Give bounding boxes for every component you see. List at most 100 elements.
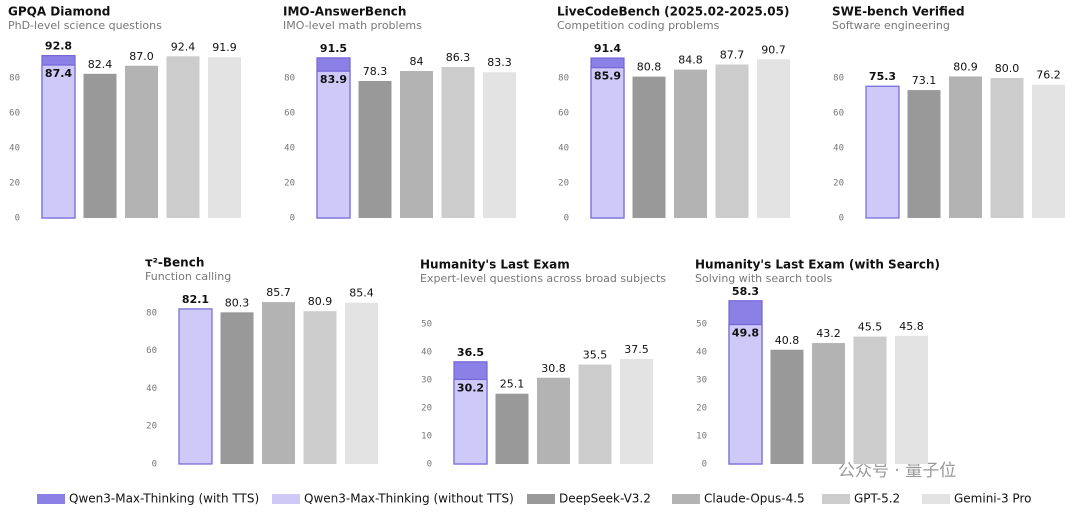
- value-label: 85.9: [594, 70, 621, 83]
- bar: [674, 69, 707, 218]
- y-tick-label: 0: [839, 214, 844, 224]
- chart-title: LiveCodeBench (2025.02-2025.05): [557, 5, 789, 19]
- y-tick-label: 60: [146, 346, 157, 356]
- legend-label: Qwen3-Max-Thinking (without TTS): [304, 492, 514, 506]
- value-label: 83.3: [487, 56, 512, 69]
- legend-swatch: [822, 494, 850, 504]
- y-tick-label: 0: [427, 460, 432, 470]
- value-label: 30.8: [541, 362, 566, 375]
- legend-swatch: [37, 494, 65, 504]
- y-tick-label: 40: [421, 348, 432, 358]
- bar: [865, 85, 900, 219]
- y-tick-label: 40: [558, 144, 569, 154]
- legend-swatch: [672, 494, 700, 504]
- bar: [166, 56, 200, 218]
- bar: [303, 311, 337, 464]
- value-label: 78.3: [363, 65, 388, 78]
- chart-subtitle: Solving with search tools: [695, 272, 832, 285]
- y-tick-label: 30: [421, 376, 432, 386]
- y-tick-label: 0: [290, 214, 295, 224]
- bar: [715, 64, 749, 219]
- bar: [812, 343, 845, 464]
- value-label: 45.5: [858, 321, 883, 334]
- bar: [907, 90, 941, 218]
- chart-title: Humanity's Last Exam (with Search): [695, 258, 940, 272]
- y-tick-label: 60: [284, 109, 295, 119]
- value-label: 76.2: [1036, 69, 1061, 82]
- bar: [345, 302, 378, 464]
- y-tick-label: 20: [421, 404, 432, 414]
- value-label: 85.7: [266, 286, 291, 299]
- value-label: 80.8: [637, 61, 662, 74]
- chart-title: GPQA Diamond: [8, 5, 110, 19]
- y-tick-label: 10: [421, 432, 432, 442]
- watermark: 公众号 · 量子位: [838, 461, 956, 481]
- bar: [757, 59, 790, 219]
- value-label: 75.3: [869, 70, 896, 83]
- y-tick-label: 10: [696, 432, 707, 442]
- bar: [453, 378, 488, 465]
- value-label: 84.8: [678, 54, 703, 67]
- bar: [895, 335, 928, 464]
- value-label: 91.9: [212, 41, 237, 54]
- bar: [262, 302, 295, 464]
- value-label: 92.8: [45, 40, 72, 53]
- value-label: 87.4: [45, 67, 72, 80]
- y-tick-label: 60: [558, 109, 569, 119]
- bar: [578, 364, 612, 464]
- bar: [483, 72, 516, 218]
- y-tick-label: 40: [9, 144, 20, 154]
- value-label: 40.8: [775, 334, 800, 347]
- value-label: 83.9: [320, 73, 347, 86]
- bar: [590, 67, 625, 219]
- value-label: 91.4: [594, 42, 621, 55]
- chart-subtitle: Expert-level questions across broad subj…: [420, 272, 666, 285]
- bar: [441, 66, 475, 218]
- y-tick-label: 80: [558, 74, 569, 84]
- value-label: 25.1: [500, 378, 525, 391]
- value-label: 36.5: [457, 346, 484, 359]
- y-tick-label: 80: [146, 308, 157, 318]
- value-label: 58.3: [732, 285, 759, 298]
- legend-label: GPT-5.2: [854, 492, 900, 506]
- bar: [537, 377, 570, 464]
- value-label: 43.2: [816, 327, 841, 340]
- legend-swatch: [272, 494, 300, 504]
- value-label: 73.1: [912, 74, 937, 87]
- value-label: 90.7: [761, 43, 786, 56]
- value-label: 30.2: [457, 381, 484, 394]
- legend-swatch: [527, 494, 555, 504]
- y-tick-label: 20: [833, 179, 844, 189]
- y-tick-label: 40: [696, 348, 707, 358]
- bar: [632, 76, 666, 218]
- chart-subtitle: IMO-level math problems: [283, 19, 422, 32]
- value-label: 37.5: [624, 343, 649, 356]
- bar: [990, 78, 1024, 218]
- bar: [728, 323, 763, 465]
- chart-title: Humanity's Last Exam: [420, 258, 570, 272]
- value-label: 80.9: [953, 60, 978, 73]
- y-tick-label: 40: [146, 384, 157, 394]
- legend-label: Claude-Opus-4.5: [704, 492, 805, 506]
- y-tick-label: 30: [696, 376, 707, 386]
- value-label: 82.4: [88, 58, 113, 71]
- chart-title: SWE-bench Verified: [832, 5, 965, 19]
- y-tick-label: 80: [9, 74, 20, 84]
- bar: [853, 336, 887, 464]
- value-label: 87.0: [129, 50, 154, 63]
- value-label: 49.8: [732, 327, 759, 340]
- legend-label: DeepSeek-V3.2: [559, 492, 651, 506]
- legend-swatch: [922, 494, 950, 504]
- value-label: 84: [410, 55, 424, 68]
- y-tick-label: 0: [702, 460, 707, 470]
- bar: [1032, 84, 1065, 219]
- y-tick-label: 0: [152, 460, 157, 470]
- value-label: 80.9: [308, 295, 333, 308]
- y-tick-label: 40: [833, 144, 844, 154]
- y-tick-label: 50: [696, 320, 707, 330]
- bar: [495, 393, 529, 464]
- value-label: 92.4: [171, 40, 196, 53]
- legend-label: Gemini-3 Pro: [954, 492, 1031, 506]
- value-label: 91.5: [320, 42, 347, 55]
